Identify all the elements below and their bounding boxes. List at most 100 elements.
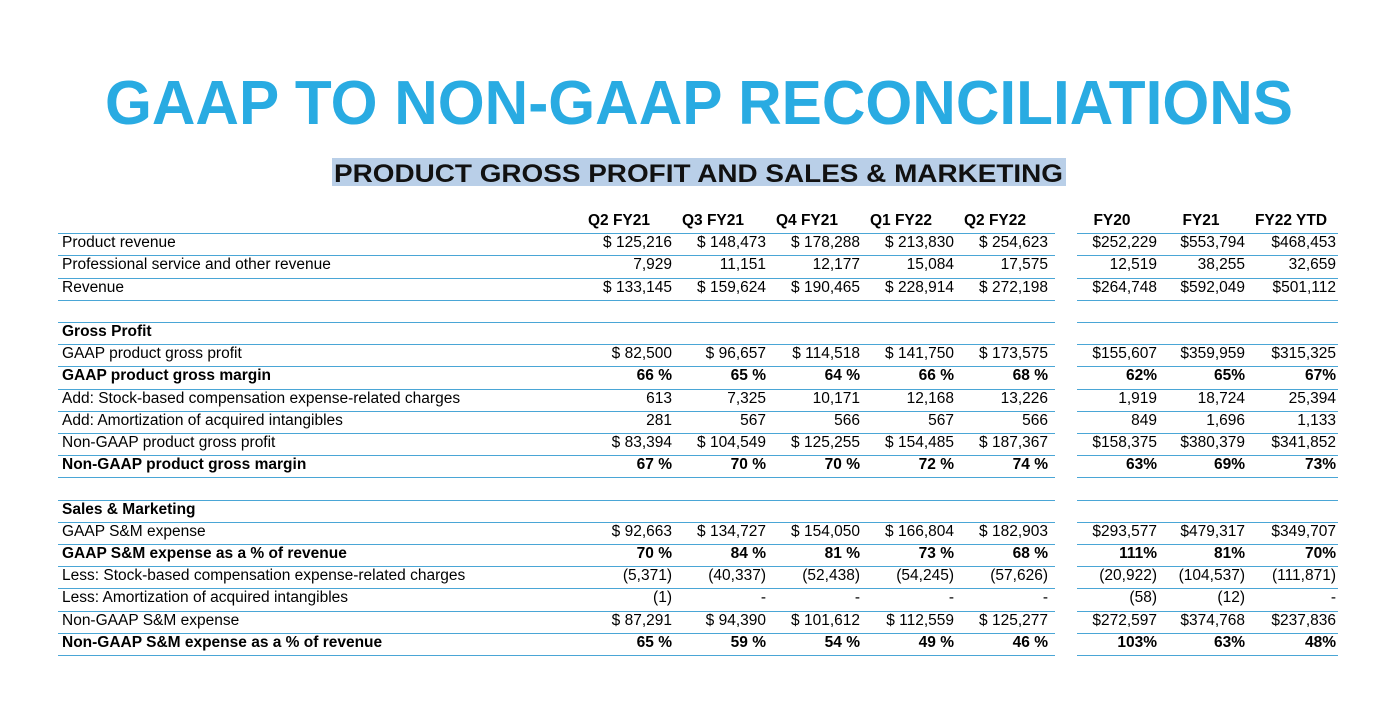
row-line bbox=[58, 388, 1055, 390]
cell: (20,922) bbox=[1099, 567, 1157, 585]
cell: $468,453 bbox=[1271, 234, 1336, 252]
row-line bbox=[58, 344, 1055, 346]
cell: 7,929 bbox=[633, 256, 672, 274]
row-line bbox=[58, 655, 1055, 656]
cell: $ 182,903 bbox=[979, 522, 1048, 540]
cell: 74 % bbox=[1012, 456, 1048, 474]
cell: 10,171 bbox=[812, 389, 860, 407]
cell: $ 228,914 bbox=[885, 278, 954, 296]
row-line bbox=[58, 477, 1055, 479]
cell: 103% bbox=[1117, 633, 1157, 651]
cell: 66 % bbox=[636, 367, 672, 385]
row-line bbox=[1077, 610, 1338, 612]
cell: $315,325 bbox=[1271, 345, 1336, 363]
row-label: Non-GAAP S&M expense bbox=[62, 611, 240, 629]
row-line bbox=[1077, 433, 1338, 434]
subtitle-highlight bbox=[332, 158, 1066, 186]
cell: $ 87,291 bbox=[611, 611, 672, 629]
cell: $341,852 bbox=[1271, 434, 1336, 451]
cell: 73 % bbox=[918, 545, 954, 562]
cell: $ 101,612 bbox=[791, 611, 860, 629]
cell: 15,084 bbox=[906, 256, 954, 274]
cell: $293,577 bbox=[1092, 522, 1157, 540]
cell: $359,959 bbox=[1180, 345, 1245, 363]
cell: 64 % bbox=[824, 367, 860, 385]
row-label: GAAP S&M expense bbox=[62, 522, 206, 540]
row-line bbox=[58, 410, 1055, 412]
cell: $380,379 bbox=[1180, 434, 1245, 451]
cell: (52,438) bbox=[802, 567, 860, 585]
cell: $155,607 bbox=[1092, 345, 1157, 363]
cell: 567 bbox=[928, 411, 954, 429]
cell: (57,626) bbox=[990, 567, 1048, 585]
subtitle: PRODUCT GROSS PROFIT AND SALES & MARKETI… bbox=[334, 160, 1063, 188]
column-header: Q2 FY21 bbox=[587, 212, 651, 229]
row-label: Non-GAAP product gross margin bbox=[62, 456, 307, 474]
cell: $ 82,500 bbox=[611, 345, 672, 363]
row-label: Professional service and other revenue bbox=[62, 256, 331, 274]
cell: (1) bbox=[653, 589, 672, 607]
cell: 12,177 bbox=[812, 256, 860, 274]
cell: 67 % bbox=[636, 456, 672, 474]
cell: $592,049 bbox=[1180, 278, 1245, 296]
row-line bbox=[58, 632, 1055, 634]
section-title: Gross Profit bbox=[62, 323, 152, 340]
cell: 32,659 bbox=[1288, 256, 1336, 274]
cell: $237,836 bbox=[1271, 611, 1336, 629]
cell: 69% bbox=[1213, 456, 1245, 474]
cell: 59 % bbox=[730, 633, 766, 651]
row-line bbox=[58, 499, 1055, 501]
cell: 111% bbox=[1119, 545, 1157, 562]
cell: 70 % bbox=[636, 545, 672, 562]
row-line bbox=[1077, 410, 1338, 412]
cell: 281 bbox=[646, 411, 672, 429]
cell: $ 154,485 bbox=[885, 434, 954, 451]
row-line bbox=[58, 299, 1055, 301]
cell: $ 166,804 bbox=[885, 522, 954, 540]
column-header: Q3 FY21 bbox=[681, 212, 745, 229]
cell: $ 83,394 bbox=[611, 434, 672, 451]
cell: $ 190,465 bbox=[791, 278, 860, 296]
row-line bbox=[1077, 477, 1338, 479]
row-line bbox=[1077, 344, 1338, 346]
cell: 49 % bbox=[918, 633, 954, 651]
row-line bbox=[58, 277, 1055, 279]
cell: - bbox=[1330, 589, 1336, 607]
cell: 567 bbox=[740, 411, 766, 429]
row-label: Non-GAAP product gross profit bbox=[62, 434, 276, 451]
row-label: GAAP product gross profit bbox=[62, 345, 242, 363]
cell: 67% bbox=[1304, 367, 1336, 385]
title: GAAP TO NON-GAAP RECONCILIATIONS bbox=[105, 69, 1293, 138]
cell: 84 % bbox=[730, 545, 766, 562]
row-line bbox=[1077, 366, 1338, 368]
column-header: FY22 YTD bbox=[1254, 212, 1328, 229]
cell: 72 % bbox=[918, 456, 954, 474]
cell: $ 104,549 bbox=[697, 434, 766, 451]
row-line bbox=[1077, 632, 1338, 634]
cell: $ 254,623 bbox=[979, 234, 1048, 252]
cell: 7,325 bbox=[727, 389, 766, 407]
cell: $ 154,050 bbox=[791, 522, 860, 540]
cell: 1,919 bbox=[1118, 389, 1157, 407]
row-label: GAAP S&M expense as a % of revenue bbox=[62, 545, 347, 562]
header: GAAP TO NON-GAAP RECONCILIATIONS PRODUCT… bbox=[105, 69, 1293, 188]
cell: 65% bbox=[1213, 367, 1245, 385]
row-label: Revenue bbox=[62, 278, 125, 296]
cell: 81% bbox=[1213, 545, 1245, 562]
cell: (5,371) bbox=[622, 567, 672, 585]
row-line bbox=[58, 322, 1055, 323]
row-line bbox=[58, 610, 1055, 612]
cell: 65 % bbox=[636, 633, 672, 651]
cell: (54,245) bbox=[896, 567, 954, 585]
cell: 68 % bbox=[1012, 367, 1048, 385]
cell: $374,768 bbox=[1180, 611, 1245, 629]
cell: 566 bbox=[834, 411, 860, 429]
cell: $ 173,575 bbox=[979, 345, 1048, 363]
cell: - bbox=[948, 589, 954, 607]
cell: 66 % bbox=[918, 367, 954, 385]
cell: 70% bbox=[1304, 545, 1336, 562]
row-line bbox=[58, 255, 1055, 257]
cell: 46 % bbox=[1012, 633, 1048, 651]
cell: 38,255 bbox=[1197, 256, 1245, 274]
